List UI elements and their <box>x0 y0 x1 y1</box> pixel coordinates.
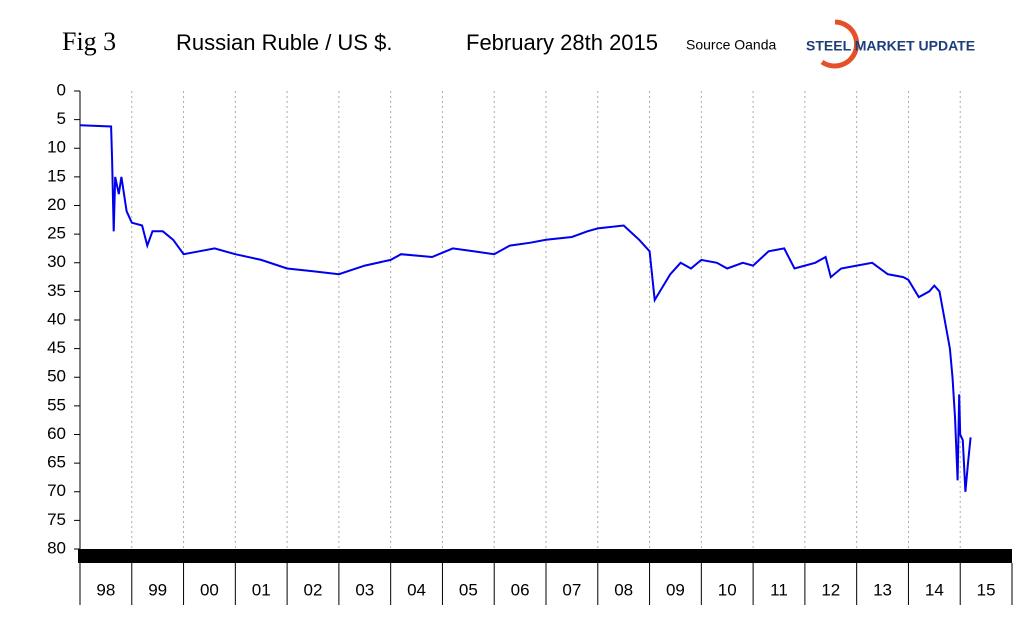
x-tick-label: 99 <box>148 580 167 599</box>
x-tick-label: 05 <box>459 580 478 599</box>
x-tick-label: 01 <box>252 580 271 599</box>
x-tick-label: 15 <box>977 580 996 599</box>
logo-arc <box>820 19 860 69</box>
x-tick-label: 09 <box>666 580 685 599</box>
x-tick-label: 04 <box>407 580 426 599</box>
source: Source Oanda <box>686 37 776 53</box>
y-tick-label: 45 <box>47 338 66 357</box>
y-tick-label: 70 <box>47 481 66 500</box>
chart-subtitle: February 28th 2015 <box>466 30 658 55</box>
y-tick-label: 65 <box>47 453 66 472</box>
logo: STEEL MARKET UPDATE <box>806 38 975 54</box>
y-tick-label: 20 <box>47 195 66 214</box>
y-tick-label: 80 <box>47 538 66 557</box>
chart-title: Russian Ruble / US $. <box>176 30 392 55</box>
x-tick-label: 12 <box>821 580 840 599</box>
x-tick-label: 06 <box>511 580 530 599</box>
axis-band <box>78 549 1012 563</box>
y-tick-label: 75 <box>47 510 66 529</box>
x-tick-label: 00 <box>200 580 219 599</box>
x-tick-label: 10 <box>718 580 737 599</box>
x-tick-label: 02 <box>304 580 323 599</box>
x-tick-label: 13 <box>873 580 892 599</box>
x-tick-label: 14 <box>925 580 944 599</box>
line <box>79 124 972 492</box>
y-tick-label: 60 <box>47 424 66 443</box>
x-tick-label: 98 <box>96 580 115 599</box>
x-tick-label: 08 <box>614 580 633 599</box>
y-tick-label: 30 <box>47 252 66 271</box>
y-tick-label: 10 <box>47 138 66 157</box>
y-tick-label: 35 <box>47 281 66 300</box>
y-tick-label: 55 <box>47 395 66 414</box>
y-tick-label: 15 <box>47 166 66 185</box>
x-tick-label: 11 <box>770 580 788 599</box>
y-tick-label: 5 <box>57 109 66 128</box>
x-tick-label: 03 <box>355 580 374 599</box>
x-tick-label: 07 <box>562 580 581 599</box>
y-tick-label: 50 <box>47 367 66 386</box>
y-tick-label: 0 <box>57 80 66 99</box>
y-tick-label: 40 <box>47 309 66 328</box>
figure-label: Fig 3 <box>62 27 116 56</box>
y-tick-label: 25 <box>47 224 66 243</box>
